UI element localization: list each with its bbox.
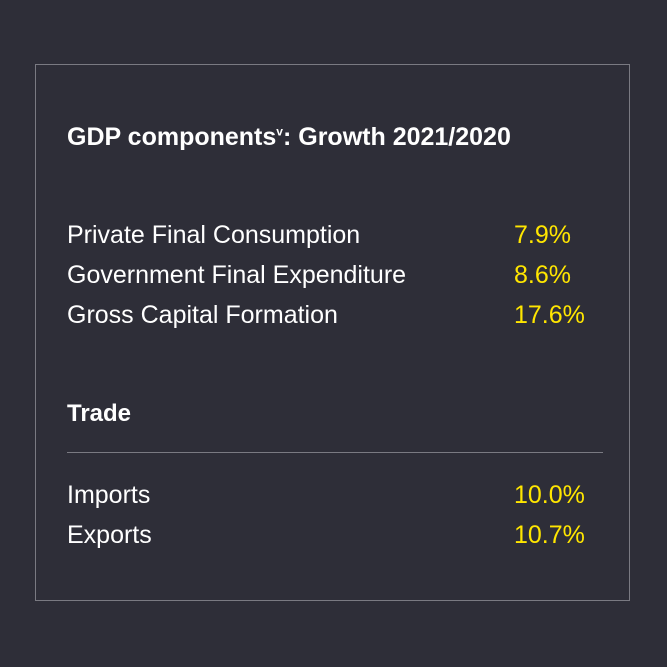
component-label: Government Final Expenditure xyxy=(67,261,407,289)
panel-title: GDP componentsv: Growth 2021/2020 xyxy=(67,122,511,152)
trade-list: Imports 10.0% Exports 10.7% xyxy=(67,479,592,559)
trade-label: Exports xyxy=(67,521,152,549)
trade-value: 10.0% xyxy=(514,481,585,509)
title-main: GDP components xyxy=(67,123,277,151)
components-list: Private Final Consumption 7.9% Governmen… xyxy=(67,219,592,339)
component-row-gross-capital-formation: Gross Capital Formation 17.6% xyxy=(67,299,592,339)
trade-label: Imports xyxy=(67,481,151,509)
component-row-private-consumption: Private Final Consumption 7.9% xyxy=(67,219,592,259)
component-row-government-expenditure: Government Final Expenditure 8.6% xyxy=(67,259,592,299)
trade-value: 10.7% xyxy=(514,521,585,549)
trade-row-imports: Imports 10.0% xyxy=(67,479,592,519)
component-value: 7.9% xyxy=(514,221,571,249)
trade-heading: Trade xyxy=(67,400,132,427)
component-value: 8.6% xyxy=(514,261,571,289)
title-rest: : Growth 2021/2020 xyxy=(282,123,511,151)
title-superscript: v xyxy=(276,124,283,139)
trade-divider xyxy=(67,452,603,453)
component-label: Gross Capital Formation xyxy=(67,301,338,329)
gdp-components-panel: GDP componentsv: Growth 2021/2020 Privat… xyxy=(35,64,630,601)
component-label: Private Final Consumption xyxy=(67,221,361,249)
trade-row-exports: Exports 10.7% xyxy=(67,519,592,559)
component-value: 17.6% xyxy=(514,301,585,329)
